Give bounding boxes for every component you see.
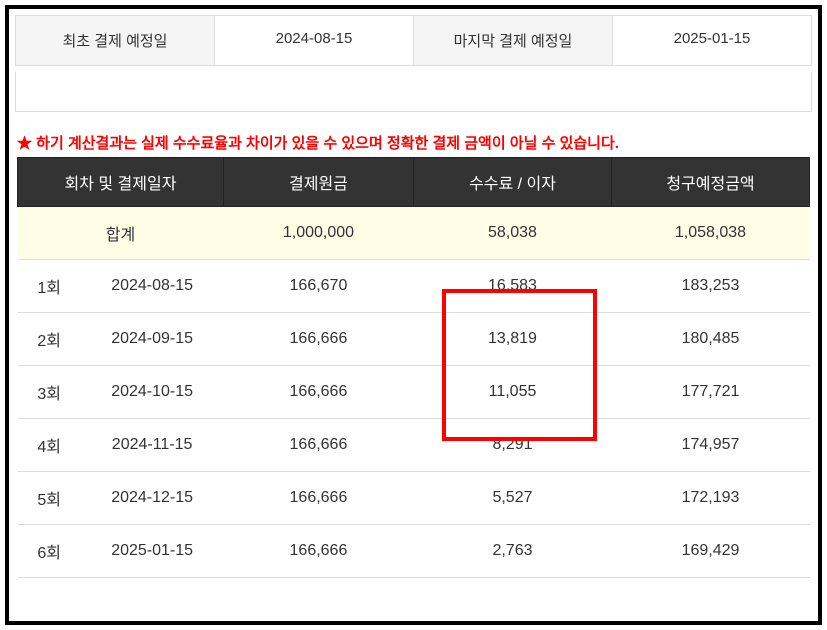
cell-fee: 2,763 — [413, 525, 611, 578]
cell-principal: 166,666 — [223, 313, 413, 366]
cell-date: 2024-09-15 — [81, 313, 224, 366]
cell-principal: 166,666 — [223, 366, 413, 419]
sum-principal: 1,000,000 — [223, 207, 413, 260]
cell-date: 2024-10-15 — [81, 366, 224, 419]
sum-bill: 1,058,038 — [611, 207, 809, 260]
header-bill: 청구예정금액 — [611, 158, 809, 207]
cell-bill: 180,485 — [611, 313, 809, 366]
first-date-value: 2024-08-15 — [215, 16, 414, 65]
warning-message: 하기 계산결과는 실제 수수료율과 차이가 있을 수 있으며 정확한 결제 금액… — [32, 135, 619, 152]
cell-bill: 174,957 — [611, 419, 809, 472]
header-principal: 결제원금 — [223, 158, 413, 207]
cell-principal: 166,666 — [223, 472, 413, 525]
cell-principal: 166,666 — [223, 525, 413, 578]
table-row: 4회 2024-11-15 166,666 8,291 174,957 — [18, 419, 810, 472]
cell-round: 6회 — [18, 525, 81, 578]
header-round-date: 회차 및 결제일자 — [18, 158, 224, 207]
cell-round: 5회 — [18, 472, 81, 525]
top-info-table: 최초 결제 예정일 2024-08-15 마지막 결제 예정일 2025-01-… — [15, 15, 812, 66]
cell-bill: 172,193 — [611, 472, 809, 525]
star-icon: ★ — [17, 135, 32, 152]
table-row: 3회 2024-10-15 166,666 11,055 177,721 — [18, 366, 810, 419]
sum-label: 합계 — [18, 207, 224, 260]
last-date-label: 마지막 결제 예정일 — [414, 16, 613, 65]
cell-principal: 166,666 — [223, 419, 413, 472]
table-row: 5회 2024-12-15 166,666 5,527 172,193 — [18, 472, 810, 525]
cell-fee: 8,291 — [413, 419, 611, 472]
cell-fee: 5,527 — [413, 472, 611, 525]
gap-row — [15, 72, 812, 112]
cell-fee: 13,819 — [413, 313, 611, 366]
cell-date: 2024-08-15 — [81, 260, 224, 313]
cell-bill: 177,721 — [611, 366, 809, 419]
table-header-row: 회차 및 결제일자 결제원금 수수료 / 이자 청구예정금액 — [18, 158, 810, 207]
table-row: 1회 2024-08-15 166,670 16,583 183,253 — [18, 260, 810, 313]
cell-principal: 166,670 — [223, 260, 413, 313]
cell-bill: 169,429 — [611, 525, 809, 578]
table-row: 6회 2025-01-15 166,666 2,763 169,429 — [18, 525, 810, 578]
sum-fee: 58,038 — [413, 207, 611, 260]
warning-text: ★ 하기 계산결과는 실제 수수료율과 차이가 있을 수 있으며 정확한 결제 … — [9, 112, 818, 157]
cell-round: 4회 — [18, 419, 81, 472]
cell-round: 3회 — [18, 366, 81, 419]
cell-fee: 16,583 — [413, 260, 611, 313]
cell-date: 2024-12-15 — [81, 472, 224, 525]
first-date-label: 최초 결제 예정일 — [16, 16, 215, 65]
cell-date: 2024-11-15 — [81, 419, 224, 472]
cell-round: 1회 — [18, 260, 81, 313]
payment-table: 회차 및 결제일자 결제원금 수수료 / 이자 청구예정금액 합계 1,000,… — [17, 157, 810, 578]
cell-fee: 11,055 — [413, 366, 611, 419]
last-date-value: 2025-01-15 — [613, 16, 811, 65]
table-row: 2회 2024-09-15 166,666 13,819 180,485 — [18, 313, 810, 366]
cell-bill: 183,253 — [611, 260, 809, 313]
cell-date: 2025-01-15 — [81, 525, 224, 578]
outer-frame: 최초 결제 예정일 2024-08-15 마지막 결제 예정일 2025-01-… — [5, 5, 822, 625]
sum-row: 합계 1,000,000 58,038 1,058,038 — [18, 207, 810, 260]
header-fee: 수수료 / 이자 — [413, 158, 611, 207]
cell-round: 2회 — [18, 313, 81, 366]
